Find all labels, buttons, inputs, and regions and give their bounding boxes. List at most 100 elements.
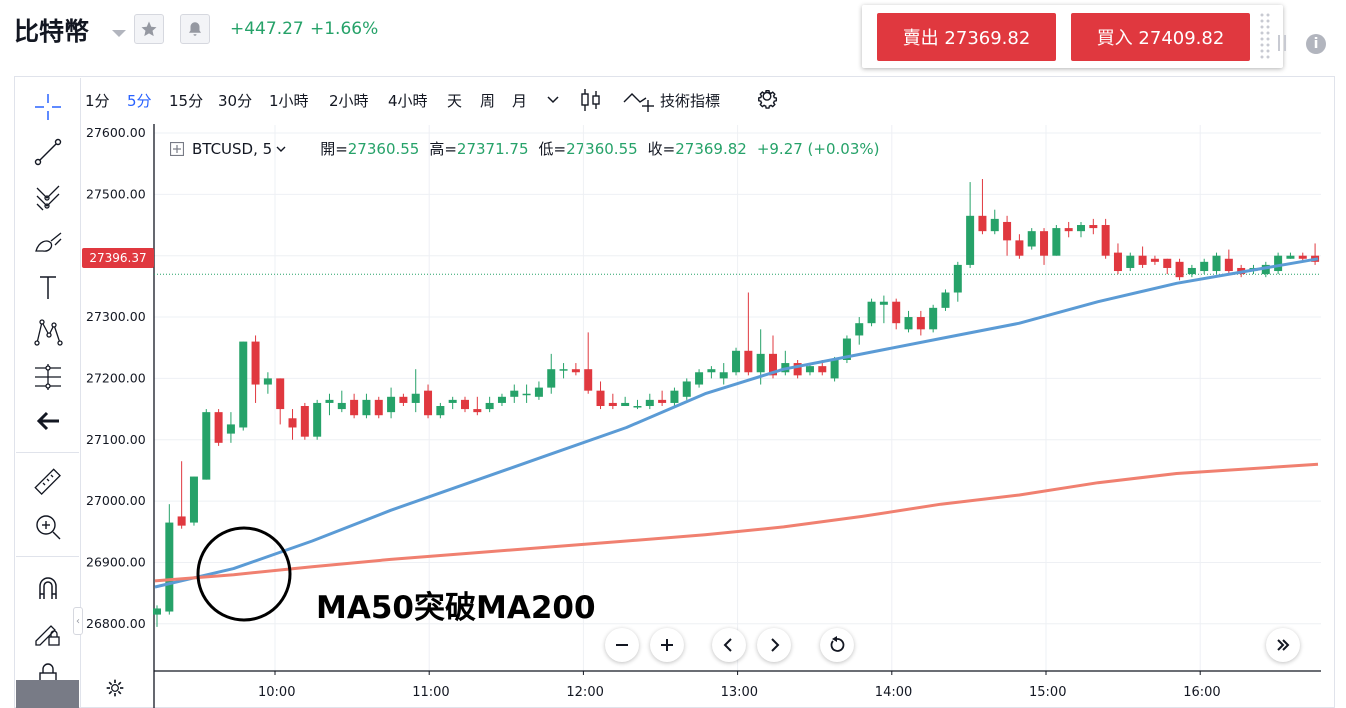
toolbar-separator: [16, 556, 79, 557]
price-change-percent: +1.66%: [310, 19, 379, 39]
symbol-title: 比特幣: [14, 17, 90, 46]
candle-body: [608, 402, 617, 407]
pitchfork-icon: [36, 185, 60, 211]
lock-drawings-tool[interactable]: [33, 617, 63, 647]
candle-body: [276, 378, 285, 410]
indicators-icon[interactable]: [622, 88, 656, 114]
chevron-down-icon[interactable]: [276, 146, 286, 154]
alert-button[interactable]: [180, 14, 210, 44]
candle-body: [966, 215, 975, 265]
candle-body: [411, 393, 420, 403]
candle-body: [953, 264, 962, 293]
back-tool[interactable]: [33, 406, 63, 436]
symbol-dropdown-caret-icon[interactable]: [112, 30, 126, 37]
legend-symbol[interactable]: BTCUSD, 5: [192, 140, 273, 158]
brush-tool[interactable]: [33, 227, 63, 257]
info-icon[interactable]: i: [1306, 34, 1326, 54]
ruler-tool[interactable]: [33, 467, 63, 497]
drag-handle-icon[interactable]: [1258, 11, 1272, 63]
reset-chart-button[interactable]: [820, 628, 854, 662]
x-tick-label: 14:00: [875, 685, 912, 700]
zoom-in-tool[interactable]: [33, 512, 63, 542]
ma200-line: [154, 462, 1319, 583]
candle-style-icon[interactable]: [578, 87, 604, 113]
x-tick-label: 13:00: [721, 685, 758, 700]
zoom-out-button[interactable]: [605, 628, 639, 662]
candle-body: [1064, 228, 1073, 232]
candle-body: [1212, 255, 1221, 272]
candle-body: [1163, 258, 1172, 268]
y-tick-label: 26900.00: [86, 554, 146, 569]
candle-body: [1126, 255, 1135, 268]
text-tool[interactable]: [33, 272, 63, 302]
timeframe-1[interactable]: 5分: [127, 92, 152, 110]
candle-body: [177, 516, 186, 526]
reset-icon: [830, 636, 845, 652]
candle-body: [1187, 267, 1196, 275]
candle-body: [1274, 255, 1283, 272]
toolbar-separator: [16, 452, 79, 453]
candle-body: [732, 350, 741, 373]
magnet-tool[interactable]: [33, 572, 63, 602]
x-tick-label: 15:00: [1029, 685, 1066, 700]
pitchfork-tool[interactable]: [33, 182, 63, 212]
collapse-toolbar-button[interactable]: ‹: [73, 607, 83, 635]
candle-body: [793, 363, 802, 376]
sell-button[interactable]: 賣出 27369.82: [877, 13, 1056, 61]
candle-body: [325, 399, 334, 403]
candle-body: [990, 218, 999, 232]
timeframe-6[interactable]: 4小時: [388, 92, 428, 110]
x-tick-label: 16:00: [1183, 685, 1220, 700]
chevron-down-icon[interactable]: [547, 96, 559, 104]
candle-body: [658, 399, 667, 403]
timeframe-5[interactable]: 2小時: [329, 92, 369, 110]
watchlist-star-button[interactable]: [134, 14, 164, 44]
scroll-to-latest-button[interactable]: [1266, 628, 1300, 662]
ma50-line: [154, 257, 1319, 589]
trend-line-tool[interactable]: [33, 137, 63, 167]
scroll-left-button[interactable]: [712, 628, 746, 662]
candle-body: [769, 353, 777, 376]
price-chart[interactable]: 27600.0027500.0027400.0027300.0027200.00…: [81, 124, 1321, 708]
buy-button[interactable]: 買入 27409.82: [1071, 13, 1250, 61]
brush-icon: [35, 232, 62, 252]
candle-body: [436, 406, 445, 416]
candle-body: [916, 317, 925, 330]
gear-icon[interactable]: [754, 86, 780, 112]
candle-body: [1003, 221, 1012, 241]
scroll-right-button[interactable]: [757, 628, 791, 662]
timeframe-4[interactable]: 1小時: [269, 92, 309, 110]
candle-body: [374, 399, 383, 416]
candle-body: [1052, 228, 1061, 256]
lock-pencil-icon: [35, 625, 60, 646]
crosshair-tool[interactable]: [33, 92, 63, 122]
zoom-in-button[interactable]: [650, 628, 684, 662]
candle-body: [867, 301, 876, 324]
timeframe-2[interactable]: 15分: [169, 92, 204, 110]
pattern-tool[interactable]: [33, 317, 63, 347]
timeframe-8[interactable]: 周: [480, 92, 496, 110]
gear-icon[interactable]: [105, 678, 125, 698]
measure-tool[interactable]: [33, 362, 63, 392]
plus-square-icon[interactable]: [169, 141, 185, 157]
candle-body: [239, 341, 248, 428]
candle-body: [399, 396, 408, 403]
trend-line-icon: [34, 138, 62, 166]
timeframe-9[interactable]: 月: [512, 92, 528, 110]
candle-body: [1298, 255, 1307, 259]
candle-body: [756, 353, 765, 373]
candle-body: [300, 406, 309, 437]
candle-body: [424, 390, 433, 416]
timeframe-0[interactable]: 1分: [85, 92, 110, 110]
y-tick-label: 27500.00: [86, 186, 146, 201]
legend-close-value: 27369.82: [675, 140, 747, 158]
y-tick-label: 27200.00: [86, 370, 146, 385]
indicators-button[interactable]: 技術指標: [660, 92, 721, 110]
legend-high-value: 27371.75: [456, 140, 529, 158]
candle-body: [448, 399, 457, 403]
panel-settings-icon[interactable]: [1278, 35, 1286, 51]
chevron-left-icon: [723, 638, 732, 652]
timeframe-7[interactable]: 天: [447, 92, 463, 110]
timeframe-3[interactable]: 30分: [218, 92, 253, 110]
candle-body: [153, 608, 161, 615]
